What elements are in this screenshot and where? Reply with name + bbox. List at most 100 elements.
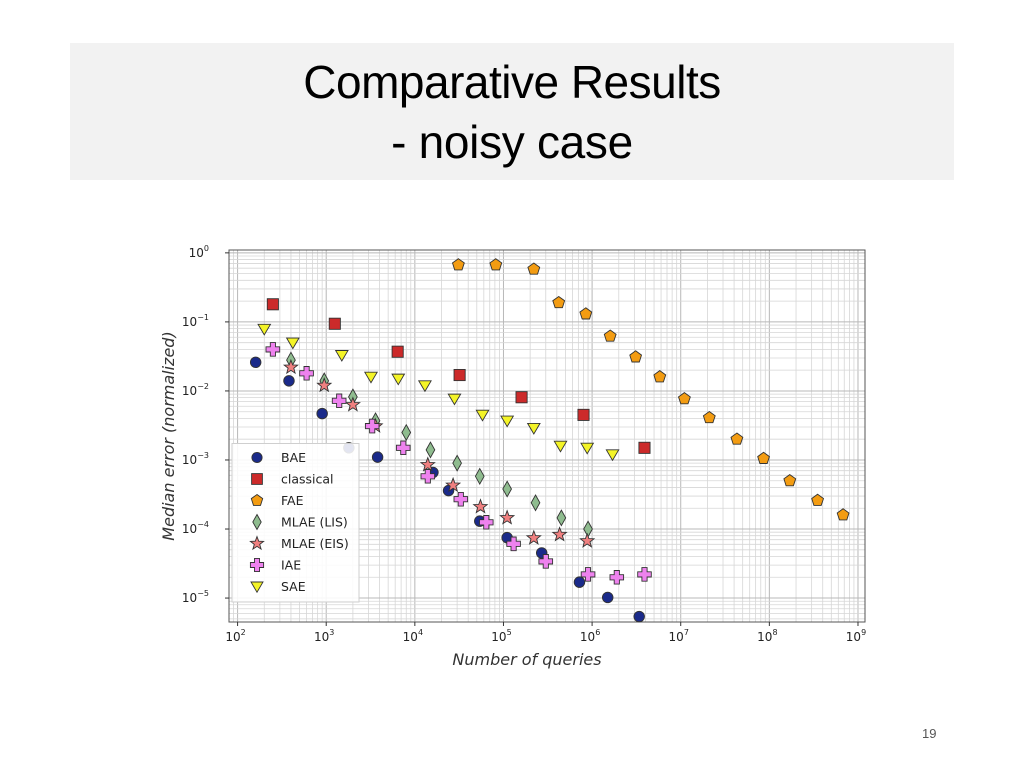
chart-container: 102 103 104 105 106 107 108 109 100 10−1 10−2 10−3 1… xyxy=(150,235,880,685)
classical-point xyxy=(266,298,279,311)
iae-point xyxy=(609,570,625,585)
x-tick-label: 108 xyxy=(757,628,777,644)
fae-point xyxy=(783,474,797,487)
bae-point xyxy=(633,610,645,623)
fae-point xyxy=(653,370,667,383)
legend-label-iae: IAE xyxy=(281,558,301,573)
x-axis-label: Number of queries xyxy=(452,650,601,669)
classical-point xyxy=(577,408,590,421)
legend-label-bae: BAE xyxy=(281,450,306,465)
iae-point xyxy=(538,554,554,569)
mlae-eis-point xyxy=(316,376,333,393)
mlae-lis-point xyxy=(502,480,512,498)
iae-point xyxy=(479,515,494,530)
classical-point xyxy=(391,345,404,358)
plot-frame xyxy=(228,249,866,623)
bae-point xyxy=(316,407,328,420)
legend-marker-classical xyxy=(251,473,263,485)
x-tick-label: 105 xyxy=(491,628,511,644)
classical-point xyxy=(515,391,528,404)
bae-point xyxy=(283,375,295,387)
plot-border xyxy=(228,249,866,623)
iae-point xyxy=(506,536,521,552)
iae-point xyxy=(580,567,596,582)
fae-point xyxy=(579,307,593,320)
fae-point xyxy=(527,262,541,275)
sae-point xyxy=(417,380,432,393)
x-tick-label: 106 xyxy=(580,628,600,644)
iae-point xyxy=(420,469,436,484)
sae-point xyxy=(364,371,378,384)
sae-point xyxy=(500,415,515,428)
sae-point xyxy=(580,442,595,455)
x-tick-label: 109 xyxy=(846,628,866,644)
title-banner: Comparative Results - noisy case xyxy=(70,43,954,180)
legend-label-sae: SAE xyxy=(281,579,306,594)
mlae-eis-point xyxy=(282,358,299,375)
bae-point xyxy=(601,591,614,604)
fae-point xyxy=(489,258,503,271)
mlae-eis-point xyxy=(472,498,489,514)
y-axis-label: Median error (normalized) xyxy=(159,331,178,540)
axis-labels: Number of queries Median error (normalize… xyxy=(159,331,602,669)
legend-label-mlae-eis: MLAE (EIS) xyxy=(281,536,349,551)
mlae-lis-point xyxy=(556,509,567,527)
legend-marker-bae xyxy=(251,451,263,464)
iae-point xyxy=(331,393,347,409)
mlae-eis-point xyxy=(499,509,516,525)
sae-point xyxy=(447,393,462,406)
legend-marker-iae xyxy=(249,557,265,573)
sae-point xyxy=(391,373,406,386)
fae-point xyxy=(702,410,716,424)
bae-point xyxy=(371,451,384,463)
fae-point xyxy=(730,432,744,445)
fae-point xyxy=(757,451,770,464)
y-tick-label: 10−3 xyxy=(182,451,209,467)
bae-point xyxy=(573,576,586,588)
legend-label-fae: FAE xyxy=(281,493,304,508)
iae-point xyxy=(453,491,469,507)
mlae-eis-point xyxy=(445,476,462,493)
slide-subtitle: - noisy case xyxy=(391,116,633,168)
mlae-lis-point xyxy=(452,454,462,472)
classical-point xyxy=(453,368,466,382)
x-tick-label: 107 xyxy=(669,628,689,644)
sae-point xyxy=(257,323,272,336)
iae-point xyxy=(637,567,652,582)
fae-point xyxy=(451,258,465,271)
legend-marker-mlae-eis xyxy=(249,535,265,551)
iae-point xyxy=(364,418,380,434)
legend: BAE classical FAE MLAE (LIS) MLAE (EIS) IAE SA… xyxy=(231,443,360,603)
mlae-eis-point xyxy=(579,532,596,548)
data-marks xyxy=(249,258,850,623)
classical-point xyxy=(638,441,651,454)
classical-point xyxy=(328,317,341,330)
sae-point xyxy=(475,409,490,422)
mlae-eis-point xyxy=(419,456,436,472)
fae-point xyxy=(603,329,617,342)
sae-point xyxy=(605,449,620,462)
x-tick-label: 104 xyxy=(403,628,423,644)
x-tick-label: 102 xyxy=(225,628,245,644)
x-tick-label: 103 xyxy=(314,628,334,644)
legend-marker-fae xyxy=(250,493,264,506)
slide-title: Comparative Results xyxy=(303,56,721,108)
y-tick-label: 10−2 xyxy=(182,382,209,398)
mlae-eis-point xyxy=(525,529,542,545)
fae-point xyxy=(629,350,643,363)
legend-marker-mlae-lis xyxy=(252,513,262,531)
iae-point xyxy=(265,342,281,357)
mlae-eis-point xyxy=(344,396,361,412)
fae-point xyxy=(552,295,566,309)
y-tick-label: 10−1 xyxy=(182,313,209,329)
mlae-lis-point xyxy=(474,467,485,485)
fae-point xyxy=(811,493,825,506)
y-tick-label: 10−4 xyxy=(182,520,209,536)
mlae-lis-point xyxy=(425,441,436,459)
scatter-chart: 102 103 104 105 106 107 108 109 100 10−1 10−2 10−3 1… xyxy=(159,244,866,669)
sae-point xyxy=(334,350,349,362)
y-tick-label: 10−5 xyxy=(182,589,209,605)
legend-marker-sae xyxy=(250,581,264,594)
mlae-lis-point xyxy=(530,494,541,512)
bae-point xyxy=(249,356,262,369)
